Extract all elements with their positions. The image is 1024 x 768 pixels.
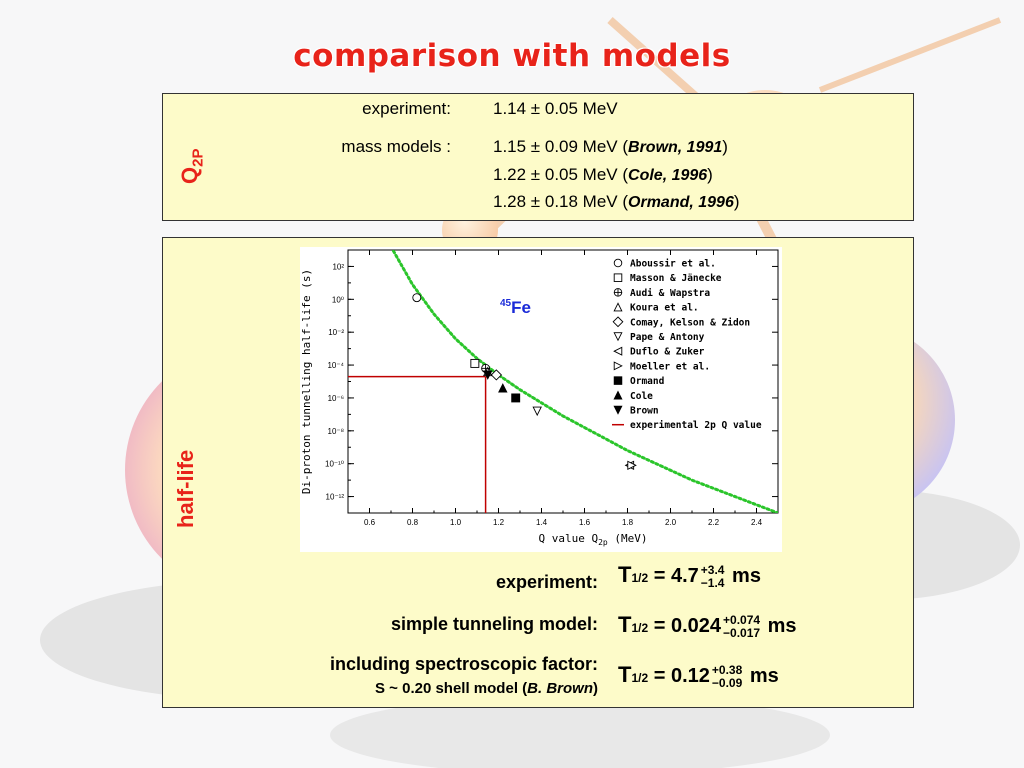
halflife-chart: 0.6 0.8 1.0 1.2 1.4 1.6 1.8 2.0 2.2 2.4 10² 10⁰ 10⁻²… — [300, 247, 782, 552]
q2p-row-value: 1.14 ± 0.05 MeV — [493, 99, 618, 118]
q2p-row-label: experiment: — [362, 99, 451, 118]
result-label: including spectroscopic factor: — [329, 654, 598, 674]
legend-marker — [613, 273, 623, 282]
data-point — [490, 369, 502, 381]
halflife-formula: T1/2 = 0.024 +0.074 −0.017 ms — [618, 612, 797, 640]
y-tick-label: 10⁻⁶ — [328, 394, 344, 403]
legend-marker — [613, 332, 623, 342]
legend-marker — [613, 405, 623, 415]
legend-marker — [613, 258, 623, 268]
legend-marker — [613, 361, 623, 371]
fe45-annotation: 45Fe — [500, 298, 531, 317]
x-axis-label: Q value Q2p (MeV) — [539, 532, 648, 547]
result-label: experiment: — [495, 572, 598, 592]
y-tick-label: 10⁻¹² — [326, 493, 345, 502]
legend-label: Pape & Antony — [630, 332, 705, 343]
legend-label: Koura et al. — [630, 303, 699, 314]
legend-marker — [613, 302, 623, 312]
data-point — [511, 393, 521, 403]
y-tick-label: 10⁰ — [332, 295, 344, 304]
x-tick-label: 2.4 — [751, 518, 763, 527]
legend-label: Brown — [630, 406, 659, 417]
result-label: simple tunneling model: — [390, 614, 598, 634]
legend-label: experimental 2p Q value — [630, 420, 762, 431]
halflife-formula: T1/2 = 4.7 +3.4 −1.4 ms — [618, 562, 761, 590]
q2p-panel: Q2P experiment: 1.14 ± 0.05 MeV mass mod… — [162, 93, 914, 221]
x-tick-label: 1.0 — [450, 518, 462, 527]
legend-marker — [613, 346, 623, 356]
legend-label: Audi & Wapstra — [630, 288, 710, 299]
legend-label: Duflo & Zuker — [630, 347, 705, 358]
legend-marker — [613, 376, 623, 385]
x-tick-label: 0.8 — [407, 518, 419, 527]
halflife-formula: T1/2 = 0.12 +0.38 −0.09 ms — [618, 662, 779, 690]
legend-label: Comay, Kelson & Zidon — [630, 317, 750, 328]
reference: Cole, 1996 — [628, 167, 708, 184]
q2p-row-value: 1.15 ± 0.09 MeV (Brown, 1991) — [493, 137, 728, 156]
legend-marker — [613, 288, 623, 297]
y-tick-label: 10⁻² — [328, 328, 344, 337]
legend-marker — [612, 316, 624, 328]
legend-label: Ormand — [630, 376, 665, 387]
result-sublabel: S ~ 0.20 shell model (B. Brown) — [375, 680, 598, 697]
data-point — [412, 293, 422, 303]
x-tick-label: 1.2 — [493, 518, 505, 527]
y-tick-label: 10⁻¹⁰ — [325, 460, 344, 469]
y-tick-label: 10⁻⁸ — [328, 427, 345, 436]
x-tick-label: 2.2 — [708, 518, 720, 527]
x-tick-label: 1.8 — [622, 518, 634, 527]
data-point — [627, 460, 637, 471]
legend-label: Aboussir et al. — [630, 259, 716, 270]
x-tick-label: 1.4 — [536, 518, 548, 527]
legend-marker — [613, 390, 623, 400]
y-axis-label: Di-proton tunnelling half-life (s) — [300, 269, 313, 494]
x-tick-label: 2.0 — [665, 518, 677, 527]
legend-label: Moeller et al. — [630, 361, 710, 372]
q2p-row-value: 1.22 ± 0.05 MeV (Cole, 1996) — [493, 165, 713, 184]
halflife-side-label: half-life — [173, 449, 198, 528]
chart-background — [300, 247, 782, 552]
legend-label: Cole — [630, 391, 653, 402]
x-tick-label: 1.6 — [579, 518, 591, 527]
page-title: comparison with models — [293, 38, 731, 74]
q2p-row-value: 1.28 ± 0.18 MeV (Ormand, 1996) — [493, 192, 740, 211]
reference: Ormand, 1996 — [628, 194, 734, 211]
legend-label: Masson & Jänecke — [630, 273, 722, 284]
y-tick-label: 10² — [332, 262, 344, 271]
data-point — [498, 383, 508, 393]
data-point — [532, 406, 542, 417]
data-point — [470, 358, 480, 368]
data-point — [483, 370, 493, 380]
x-tick-label: 0.6 — [364, 518, 376, 527]
y-tick-label: 10⁻⁴ — [327, 361, 344, 370]
model-curve — [391, 250, 778, 513]
q2p-row-label: mass models : — [341, 137, 451, 156]
reference: Brown, 1991 — [628, 139, 723, 156]
